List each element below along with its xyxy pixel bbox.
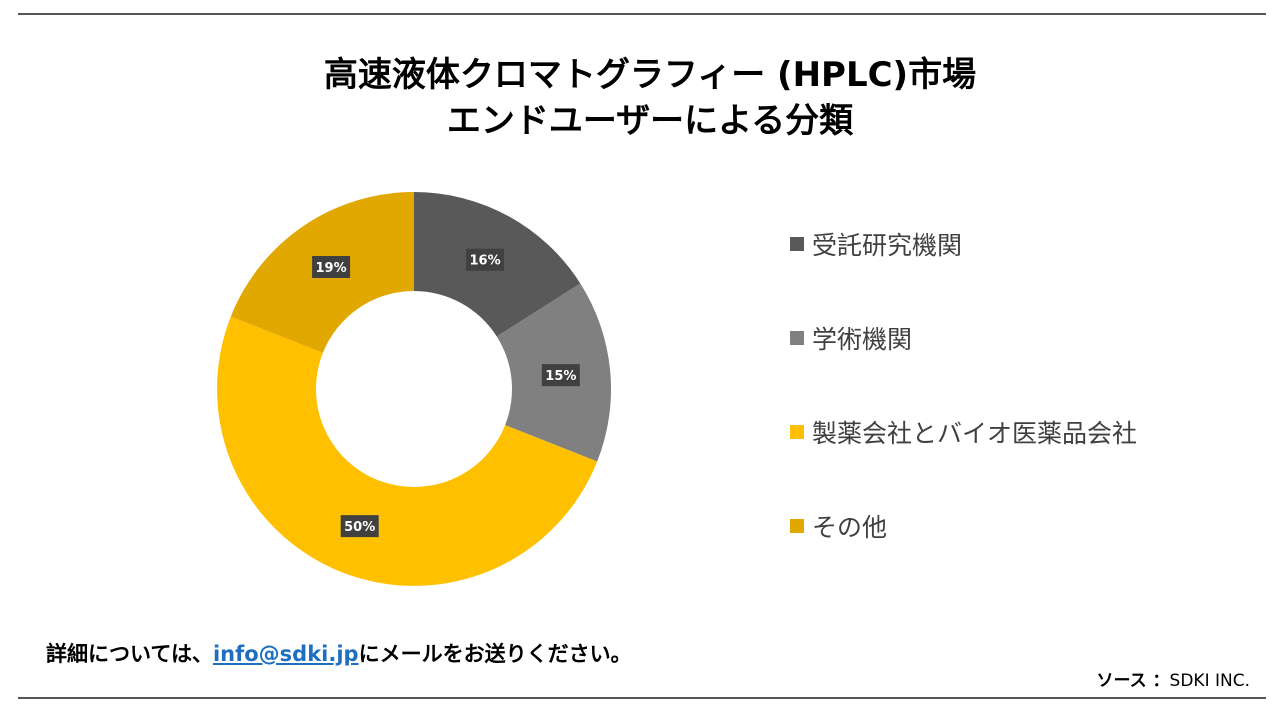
title-line-1: 高速液体クロマトグラフィー (HPLC)市場 bbox=[323, 55, 977, 95]
email-link[interactable]: info@sdki.jp bbox=[212, 642, 359, 666]
data-label-3: 50% bbox=[340, 515, 379, 538]
data-label-box bbox=[340, 515, 379, 538]
data-label-text: 16% bbox=[469, 254, 500, 269]
legend-swatch bbox=[790, 331, 804, 345]
chart-title: 高速液体クロマトグラフィー (HPLC)市場 エンドユーザーによる分類 bbox=[0, 52, 1280, 144]
contact-note: 詳細については、info@sdki.jpにメールをお送りください。 bbox=[46, 638, 632, 668]
legend-label: 受託研究機関 bbox=[812, 231, 963, 260]
source-credit: ソース ：SDKI INC. bbox=[1096, 666, 1250, 691]
legend-swatch bbox=[790, 237, 804, 251]
data-label-2: 15% bbox=[541, 364, 580, 387]
donut-slice-3 bbox=[217, 316, 598, 586]
legend-label: 学術機関 bbox=[812, 325, 913, 354]
legend-swatch bbox=[790, 425, 804, 439]
data-label-4: 19% bbox=[312, 256, 351, 279]
legend-label: 製薬会社とバイオ医薬品会社 bbox=[812, 419, 1138, 448]
data-label-box bbox=[312, 256, 351, 279]
legend-item-4: その他 bbox=[790, 508, 887, 544]
legend-item-3: 製薬会社とバイオ医薬品会社 bbox=[790, 414, 1137, 450]
legend-item-1: 受託研究機関 bbox=[790, 226, 962, 262]
data-label-text: 19% bbox=[316, 261, 347, 276]
data-label-text: 50% bbox=[344, 520, 375, 535]
source-value: SDKI INC. bbox=[1169, 671, 1250, 691]
bottom-rule bbox=[18, 697, 1266, 699]
legend-label: その他 bbox=[812, 513, 888, 542]
contact-text-after: にメールをお送りください。 bbox=[358, 642, 632, 666]
data-label-box bbox=[541, 364, 580, 387]
source-label: ソース ： bbox=[1096, 671, 1170, 691]
data-label-box bbox=[466, 248, 505, 271]
legend-item-2: 学術機関 bbox=[790, 320, 912, 356]
data-label-text: 15% bbox=[545, 369, 576, 384]
legend-swatch bbox=[790, 519, 804, 533]
title-line-2: エンドユーザーによる分類 bbox=[446, 101, 854, 141]
top-rule bbox=[18, 13, 1266, 15]
data-label-1: 16% bbox=[466, 248, 505, 271]
contact-text-before: 詳細については、 bbox=[46, 642, 213, 666]
